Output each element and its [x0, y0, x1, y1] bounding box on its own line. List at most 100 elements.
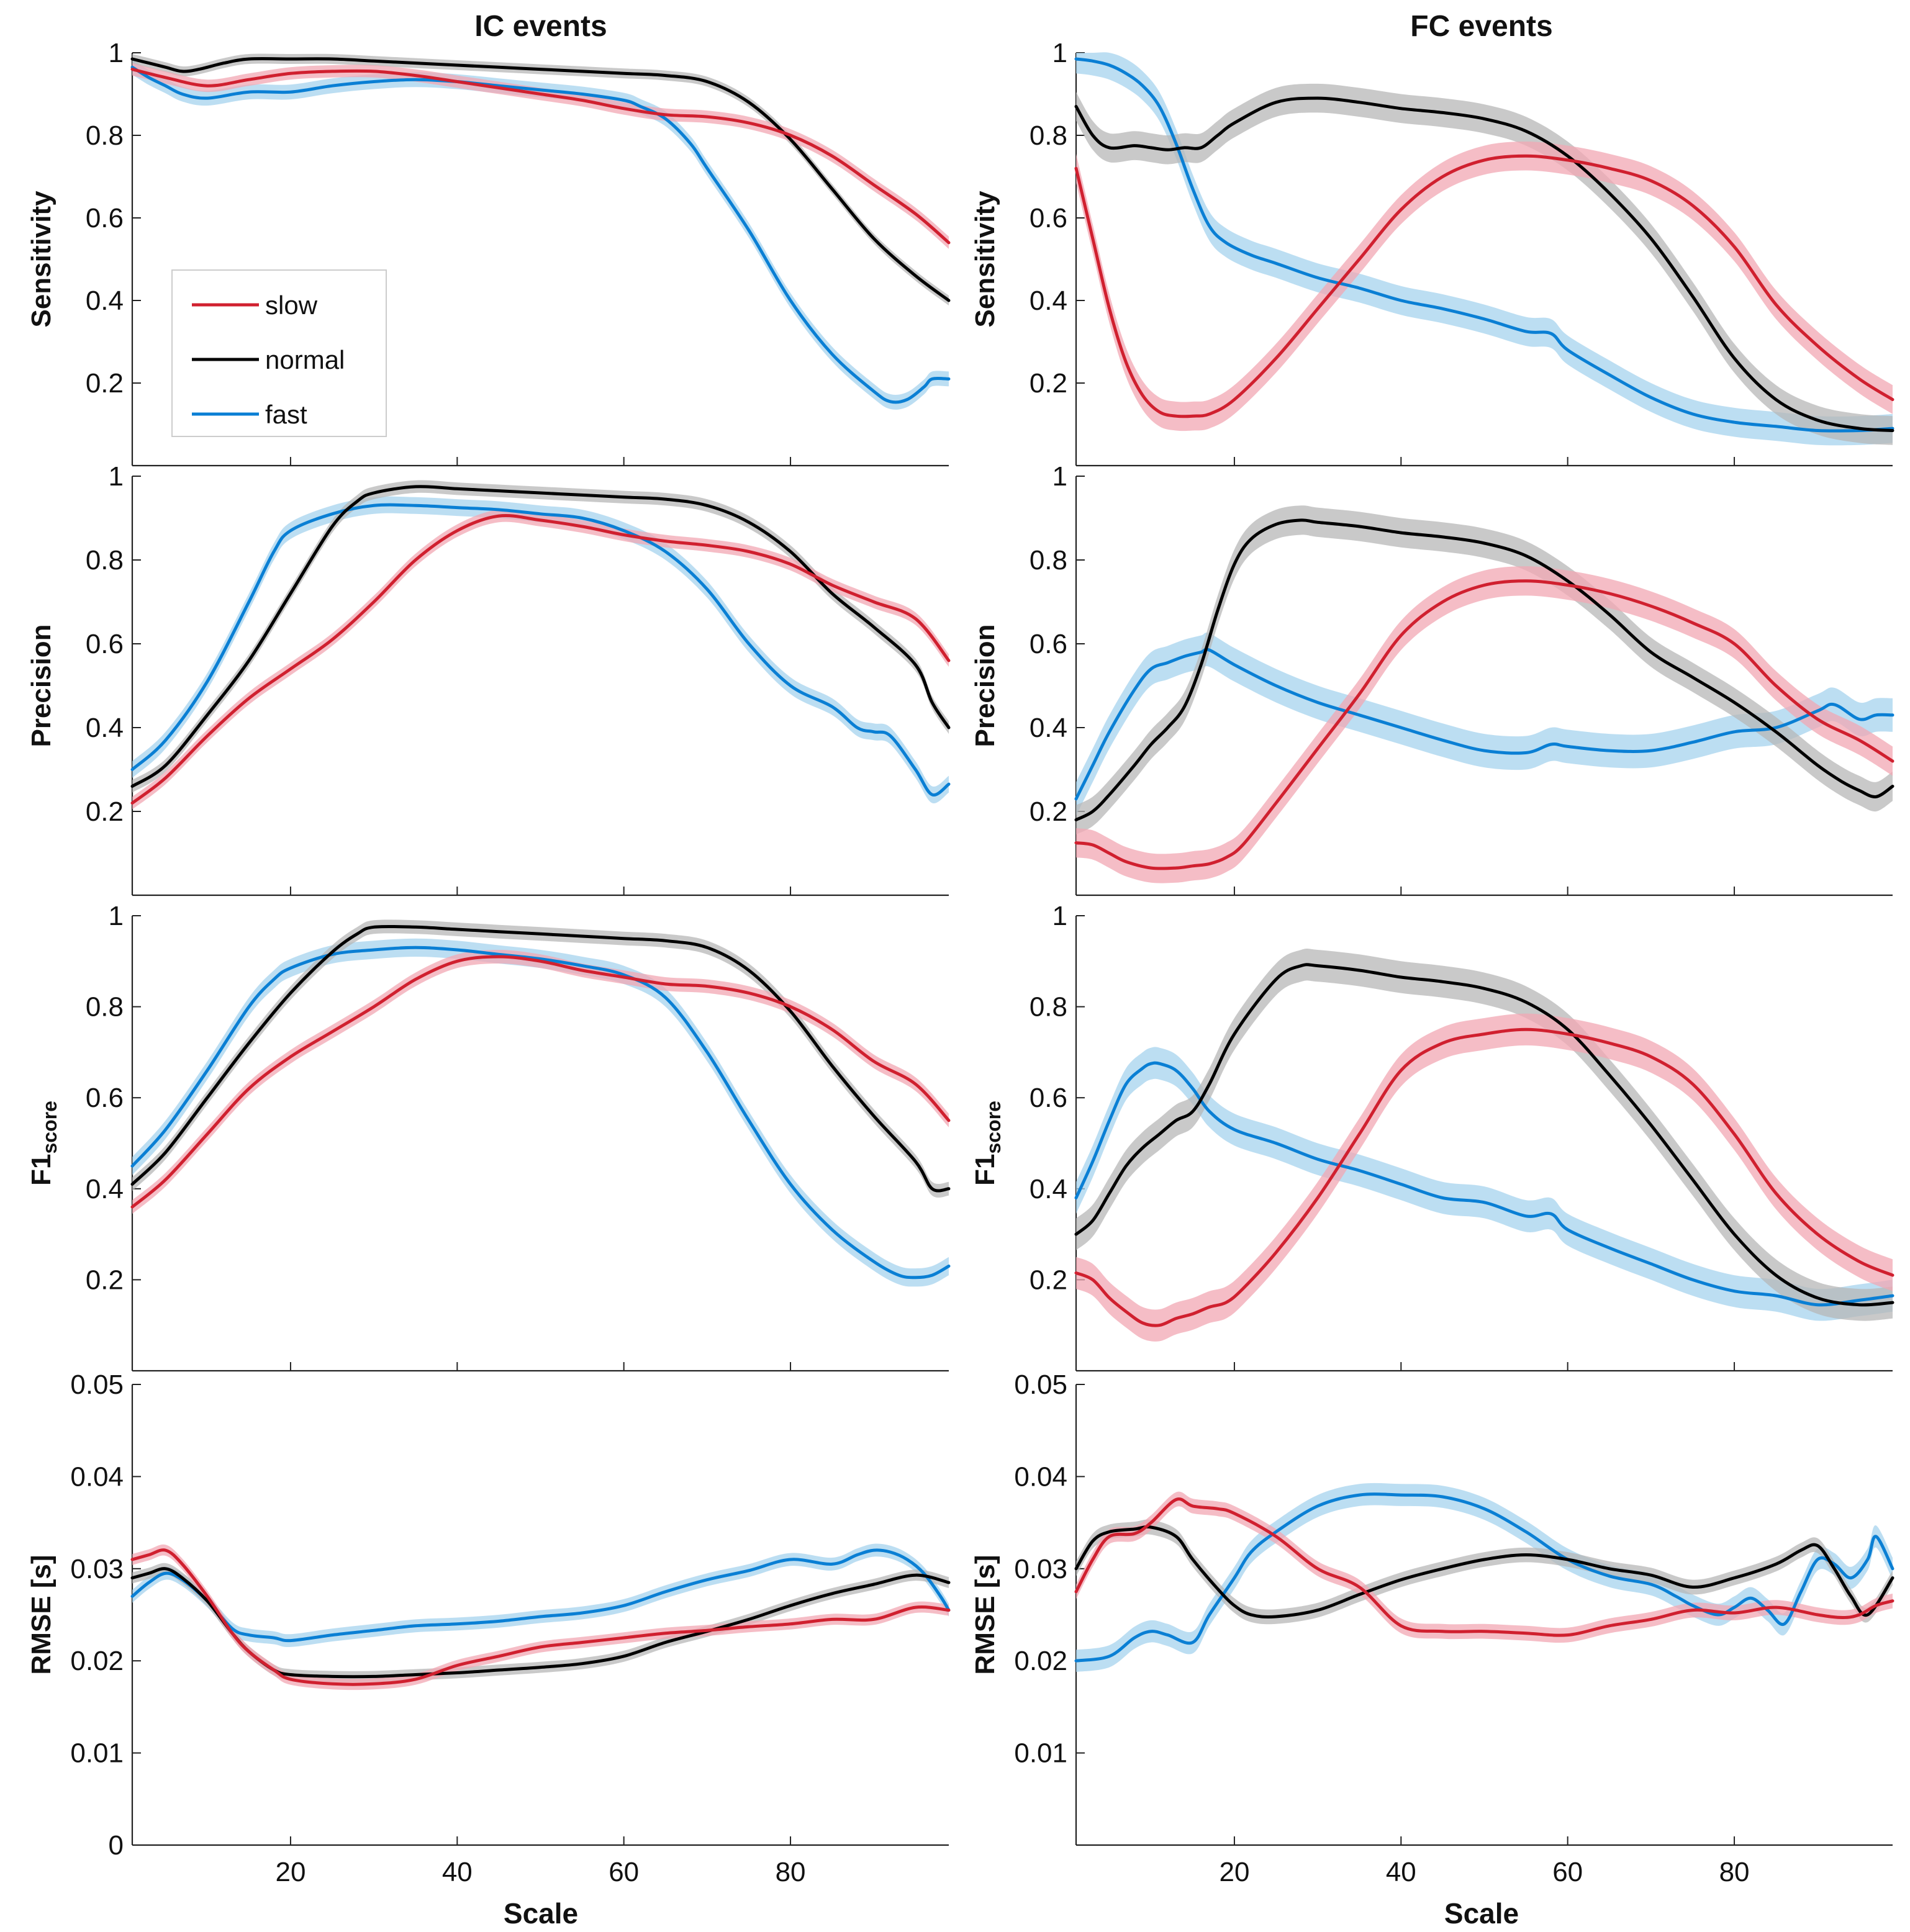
y-tick-label: 0.4: [86, 1174, 124, 1204]
band-slow: [1076, 142, 1893, 431]
line-fast: [130, 946, 951, 1280]
line-fast: [1074, 1492, 1894, 1663]
band-slow: [132, 63, 949, 249]
line-fast: [1074, 1061, 1894, 1307]
x-tick-label: 40: [1386, 1857, 1416, 1887]
y-tick-label: 0.6: [86, 1083, 124, 1113]
line-normal: [1074, 96, 1894, 432]
line-slow: [130, 68, 951, 245]
legend: slow normal fast: [171, 269, 387, 437]
y-tick-label: 1: [109, 901, 124, 931]
line-slow: [1074, 1497, 1894, 1637]
y-axis-label: RMSE [s]: [26, 1555, 57, 1674]
y-tick-label: 0.6: [1030, 629, 1067, 659]
band-fast: [1076, 632, 1893, 816]
panel-ic-precision: 0.2 0.4 0.6 0.8 1 Precision: [26, 461, 951, 896]
y-tick-label: 0.2: [86, 368, 124, 399]
y-tick-label: 0.6: [86, 629, 124, 659]
y-tick-label: 0.2: [86, 1265, 124, 1295]
y-tick-label: 0.8: [86, 545, 124, 576]
y-tick-label: 0.6: [1030, 1083, 1067, 1113]
panel-ic-rmse-s: 0 0.01 0.02 0.03 0.04 0.05 20 40 60 80 RMSE [s]: [26, 1370, 951, 1887]
line-slow: [130, 1548, 951, 1686]
panel-fc-f1score: 0.2 0.4 0.6 0.8 1 F1score: [970, 901, 1894, 1372]
x-tick-label: 20: [275, 1857, 306, 1887]
panel-ic-sensitivity: 0.2 0.4 0.6 0.8 1 Sensitivity: [26, 38, 951, 467]
panel-fc-precision: 0.2 0.4 0.6 0.8 1 Precision: [970, 461, 1894, 896]
line-normal: [1074, 518, 1894, 821]
band-fast: [132, 1543, 949, 1648]
band-normal: [1076, 83, 1893, 445]
y-tick-label: 1: [1052, 38, 1067, 68]
y-tick-label: 0.6: [1030, 203, 1067, 233]
panel-fc-sensitivity: 0.2 0.4 0.6 0.8 1 Sensitivity: [970, 38, 1894, 467]
x-tick-label: 60: [609, 1857, 639, 1887]
panel-fc-rmse-s: 0.01 0.02 0.03 0.04 0.05 20 40 60 80 RMSE [s]: [970, 1370, 1894, 1887]
line-fast: [1074, 57, 1894, 433]
band-fast: [132, 60, 949, 410]
line-fast: [130, 503, 951, 797]
y-tick-label: 0.04: [70, 1461, 124, 1492]
panel-ic-f1score: 0.2 0.4 0.6 0.8 1 F1score: [26, 901, 951, 1372]
line-normal: [1074, 963, 1894, 1307]
x-tick-label: 80: [776, 1857, 806, 1887]
legend-label-normal: normal: [265, 345, 345, 374]
line-normal: [130, 485, 951, 788]
y-tick-label: 0.8: [1030, 545, 1067, 576]
y-tick-label: 0.4: [1030, 1174, 1067, 1204]
y-tick-label: 0.2: [1030, 797, 1067, 827]
y-tick-label: 0: [109, 1830, 124, 1861]
band-slow: [132, 509, 949, 810]
y-tick-label: 0.03: [70, 1554, 124, 1584]
y-tick-label: 0.2: [1030, 368, 1067, 399]
y-tick-label: 0.4: [86, 286, 124, 316]
y-tick-label: 0.8: [1030, 120, 1067, 151]
x-tick-label: 80: [1719, 1857, 1750, 1887]
line-normal: [1074, 1525, 1894, 1618]
line-slow: [1074, 154, 1894, 418]
band-slow: [1076, 1013, 1893, 1342]
x-axis-label-fc: Scale: [1444, 1897, 1519, 1930]
y-tick-label: 0.01: [70, 1738, 124, 1769]
y-tick-label: 0.04: [1014, 1461, 1067, 1492]
y-axis-label: F1score: [970, 1101, 1005, 1186]
line-normal: [130, 1567, 951, 1679]
y-tick-label: 0.2: [1030, 1265, 1067, 1295]
x-tick-label: 20: [1219, 1857, 1249, 1887]
x-axis-label-ic: Scale: [504, 1897, 578, 1930]
line-fast: [1074, 648, 1894, 801]
line-slow: [1074, 579, 1894, 870]
y-axis-label: Sensitivity: [26, 191, 57, 328]
y-axis-label: RMSE [s]: [970, 1555, 1000, 1674]
y-tick-label: 0.8: [86, 992, 124, 1022]
y-axis-label: Precision: [26, 624, 57, 747]
line-slow: [130, 514, 951, 805]
y-tick-label: 0.4: [1030, 713, 1067, 743]
y-tick-label: 0.2: [86, 797, 124, 827]
y-tick-label: 0.05: [70, 1370, 124, 1400]
y-tick-label: 1: [1052, 901, 1067, 931]
y-axis-label: Sensitivity: [970, 191, 1000, 328]
band-slow: [1076, 566, 1893, 883]
column-title-fc: FC events: [1410, 10, 1552, 43]
y-tick-label: 1: [109, 38, 124, 68]
line-fast: [130, 1548, 951, 1643]
x-tick-label: 60: [1552, 1857, 1583, 1887]
y-tick-label: 0.8: [86, 120, 124, 151]
y-tick-label: 1: [1052, 461, 1067, 492]
y-tick-label: 0.02: [70, 1646, 124, 1676]
y-axis-label: Precision: [970, 624, 1000, 747]
column-title-ic: IC events: [474, 10, 607, 43]
y-tick-label: 0.01: [1014, 1738, 1067, 1769]
y-tick-label: 0.02: [1014, 1646, 1067, 1676]
y-tick-label: 0.8: [1030, 992, 1067, 1022]
y-tick-label: 0.05: [1014, 1370, 1067, 1400]
band-normal: [1076, 949, 1893, 1321]
y-tick-label: 1: [109, 461, 124, 492]
legend-box: [171, 269, 387, 437]
line-fast: [130, 65, 951, 404]
y-tick-label: 0.03: [1014, 1554, 1067, 1584]
legend-label-slow: slow: [265, 291, 318, 320]
band-fast: [132, 938, 949, 1287]
